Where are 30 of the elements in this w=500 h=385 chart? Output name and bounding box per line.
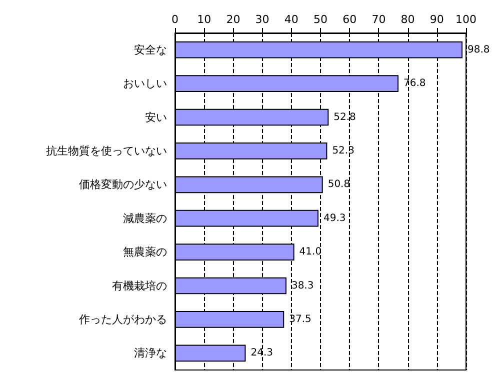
x-tick-label: 50 <box>314 13 328 26</box>
data-label: 76.8 <box>403 78 426 90</box>
data-label: 24.3 <box>250 348 273 359</box>
x-tick-label: 30 <box>255 13 270 26</box>
x-tick-label: 60 <box>342 13 357 26</box>
data-label: 52.3 <box>332 145 354 156</box>
y-tick-label: 安い <box>145 110 167 124</box>
y-tick-label: 清浄な <box>134 346 167 360</box>
y-tick-label: 減農薬の <box>123 212 167 225</box>
y-tick-label: 有機栽培の <box>112 279 167 292</box>
y-tick-label: 安全な <box>134 43 167 56</box>
x-tick-label: 90 <box>430 13 444 26</box>
data-label: 37.5 <box>289 314 312 325</box>
x-tick-label: 20 <box>226 13 240 26</box>
data-label: 98.8 <box>468 44 490 56</box>
data-label: 52.8 <box>334 112 356 123</box>
x-tick-label: 0 <box>172 13 178 26</box>
data-label: 49.3 <box>323 212 346 224</box>
y-tick-label: 作った人がわかる <box>78 312 167 326</box>
x-tick-label: 40 <box>284 13 298 26</box>
x-tick-label: 70 <box>372 13 386 26</box>
y-tick-label: おいしい <box>123 77 167 90</box>
x-tick-label: 80 <box>400 13 415 26</box>
y-tick-label: 価格変動の少ない <box>79 178 167 192</box>
y-tick-label: 抗生物質を使っていない <box>46 144 167 158</box>
data-label: 38.3 <box>291 280 314 292</box>
x-tick-label: 10 <box>197 13 212 26</box>
x-tick-label: 100 <box>456 13 476 26</box>
data-label: 50.8 <box>328 179 350 190</box>
y-tick-label: 無農薬の <box>123 246 167 259</box>
